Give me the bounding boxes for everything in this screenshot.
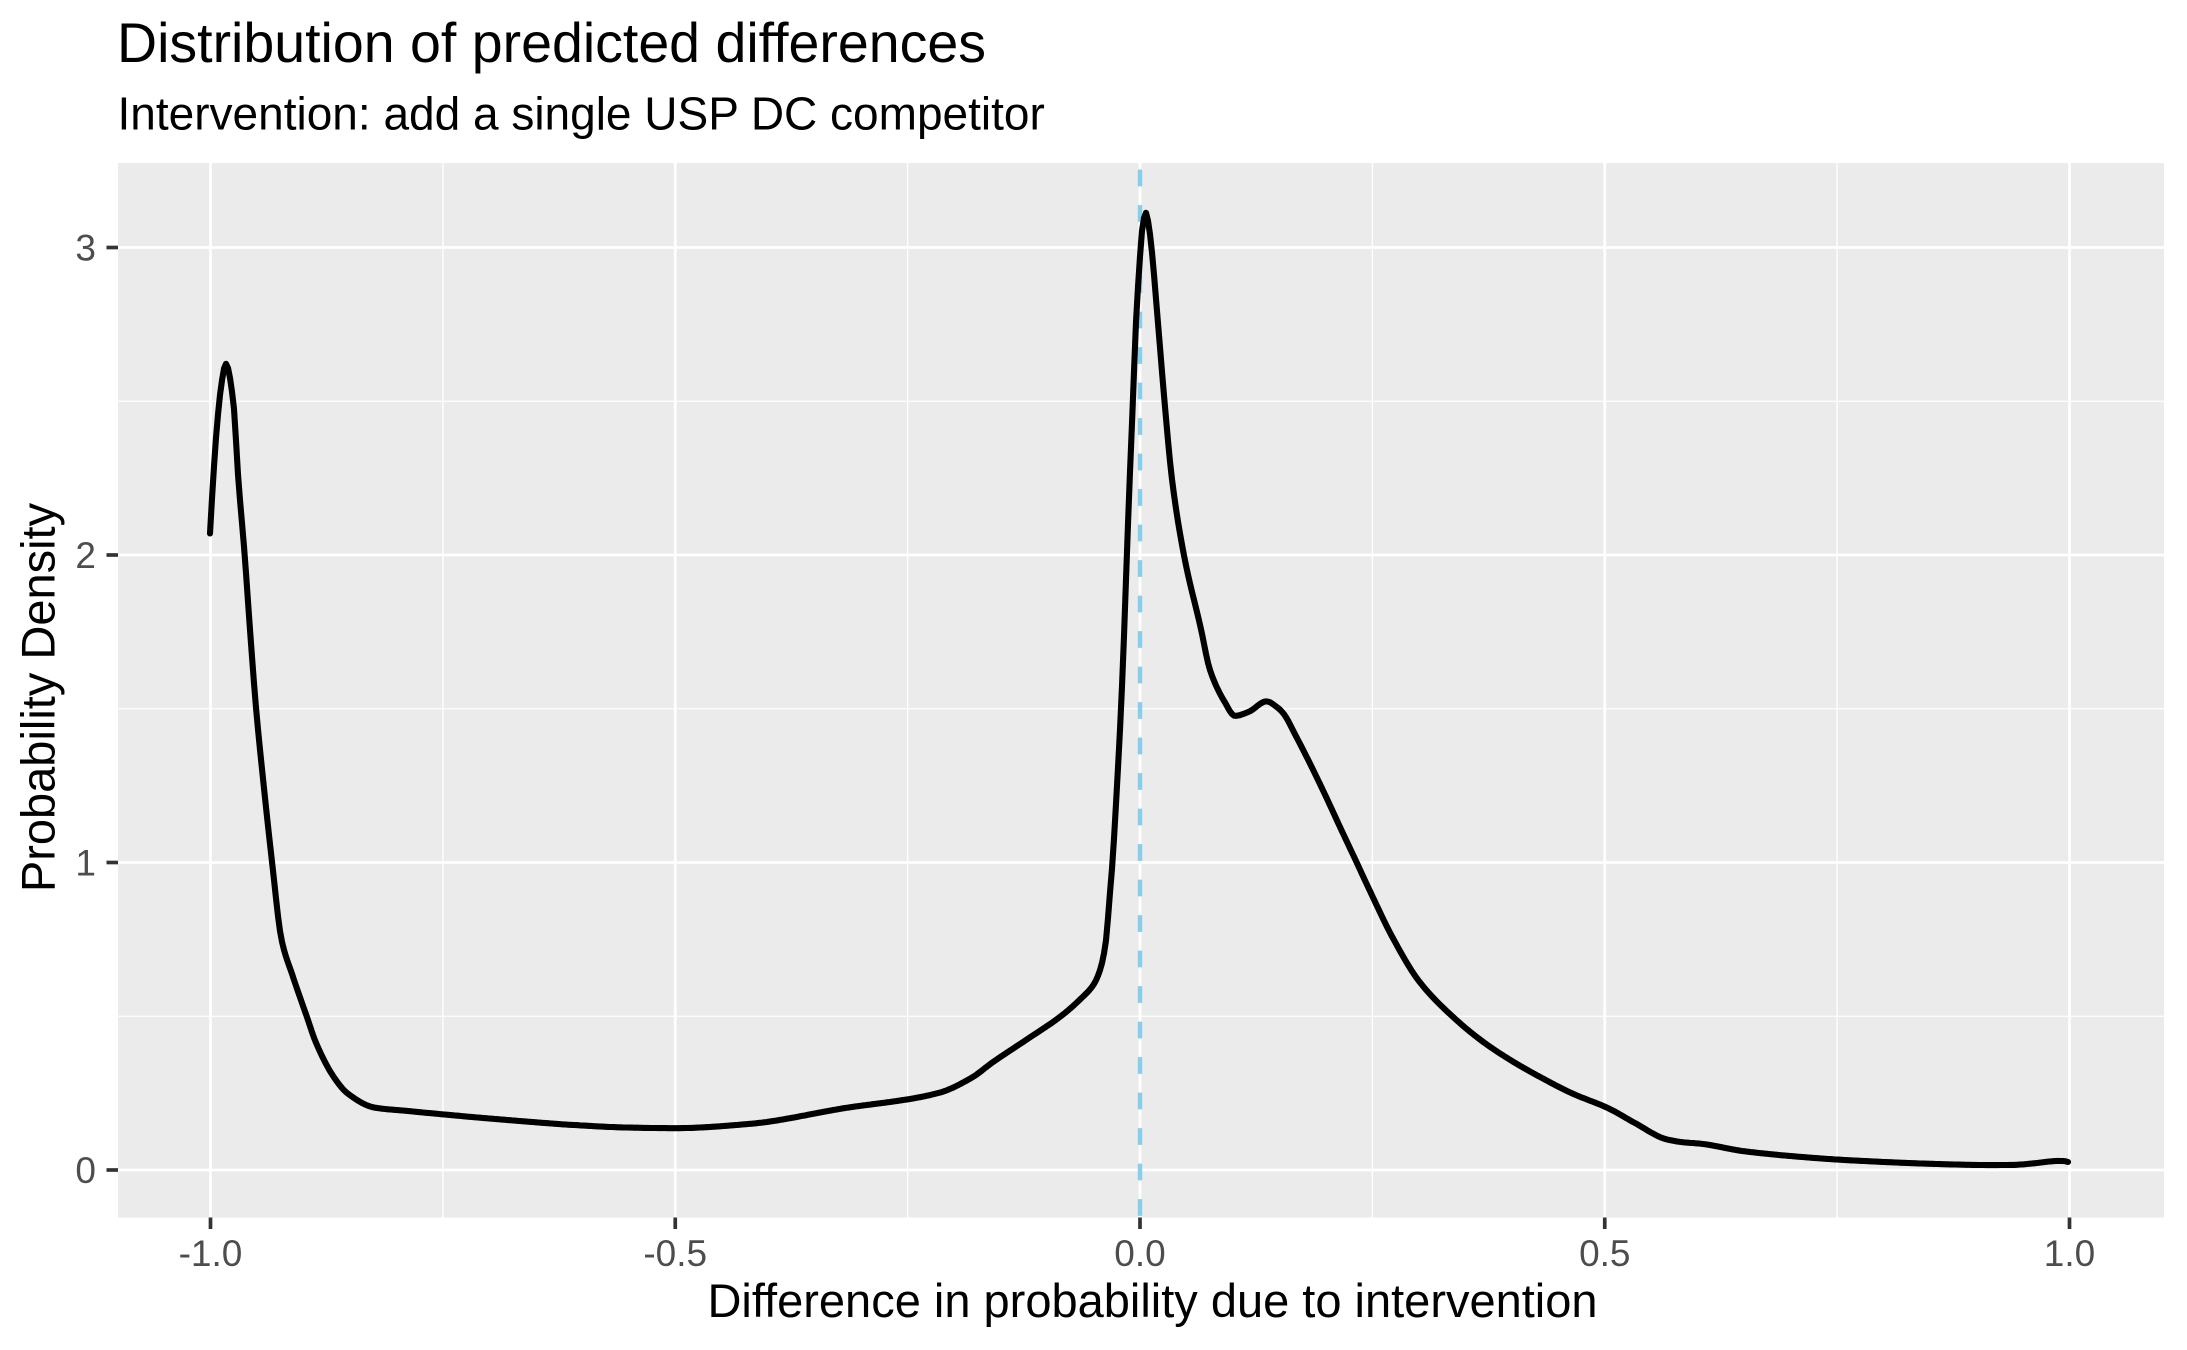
svg-text:1.0: 1.0 [2044,1233,2095,1274]
svg-text:Probability Density: Probability Density [12,502,65,892]
svg-text:0: 0 [75,1150,96,1191]
svg-text:0.0: 0.0 [1114,1233,1165,1274]
svg-text:3: 3 [75,227,96,268]
svg-text:Intervention: add a single USP: Intervention: add a single USP DC compet… [118,88,1045,140]
svg-text:-1.0: -1.0 [179,1233,243,1274]
svg-text:Difference in probability due: Difference in probability due to interve… [707,1274,1597,1327]
svg-text:0.5: 0.5 [1579,1233,1630,1274]
svg-text:-0.5: -0.5 [643,1233,707,1274]
svg-text:2: 2 [75,535,96,576]
svg-text:1: 1 [75,842,96,883]
svg-text:Distribution of predicted diff: Distribution of predicted differences [117,12,986,74]
